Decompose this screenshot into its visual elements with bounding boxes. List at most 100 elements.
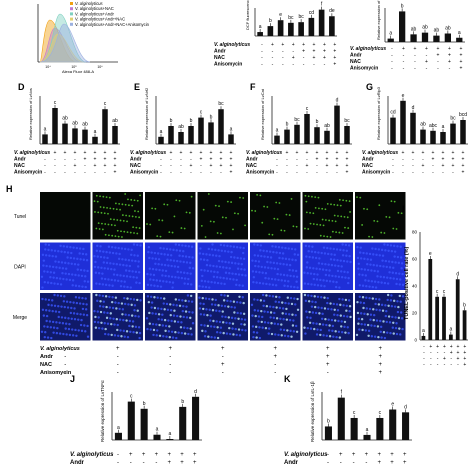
cell-nucleus [64,316,67,320]
dcf-treatment-sign: + [323,49,326,55]
cell-nucleus [280,279,283,282]
cell-nucleus [166,203,169,206]
cell-nucleus [101,272,104,275]
panel-D-treatment-sign: - [54,170,56,176]
cell-nucleus [374,302,377,306]
cell-nucleus [290,335,293,338]
cell-nucleus [334,330,337,333]
cell-nucleus [325,323,328,327]
panel-G-bar [410,112,416,144]
cell-nucleus [102,250,105,253]
cell-nucleus [162,280,165,283]
cell-nucleus [288,258,291,261]
dcf-treatment-sign: + [313,55,316,61]
cell-nucleus [313,272,316,276]
cell-nucleus [396,300,399,303]
panel-G-treatment-sign: - [452,170,454,176]
nrf2-treatment-sign: + [437,53,440,59]
cell-nucleus [387,315,391,318]
cell-nucleus [118,202,121,205]
panel-D-treatment-sign: + [114,170,117,176]
cell-nucleus [234,317,237,320]
cell-nucleus [180,276,184,280]
panel-I-bar [421,335,426,340]
cell-nucleus [77,274,80,277]
panel-D-treatment-sign: - [54,163,56,169]
dcf-treatment-sign: - [272,49,274,55]
cell-nucleus [363,268,367,271]
h-sign: + [273,346,277,352]
cell-nucleus [158,323,161,327]
nrf2-treatment-sign: + [425,46,428,52]
cell-nucleus [110,333,113,337]
cell-nucleus [154,207,157,210]
dcf-treatment-sign: + [333,42,336,48]
cell-nucleus [119,329,122,332]
cell-nucleus [73,307,76,310]
cell-nucleus [387,260,391,263]
cell-nucleus [376,220,379,223]
panel-I-tick-label: 80 [412,230,418,235]
image-row-label: Tunel [14,214,26,220]
cell-nucleus [287,302,290,305]
cell-nucleus [51,299,54,302]
cell-nucleus [71,284,74,287]
dcf-treatment-sign: + [333,62,336,68]
cell-nucleus [114,301,117,304]
cell-nucleus [208,264,212,267]
cell-nucleus [161,324,165,327]
micrograph-tunel [250,192,301,240]
cell-nucleus [139,299,142,302]
cell-nucleus [131,320,135,323]
nrf2-treatment-sign: + [460,46,463,52]
h-sign: + [378,370,382,376]
dcf-treatment-sign: + [313,49,316,55]
panel-G-bar [430,130,436,144]
cell-nucleus [84,285,87,289]
cell-nucleus [272,261,276,265]
nrf2-treatment-sign: - [414,66,416,72]
cell-nucleus [325,268,328,272]
cell-nucleus [69,245,72,249]
cell-nucleus [179,260,182,263]
h-sign: + [116,346,120,352]
cell-nucleus [366,208,369,211]
cell-nucleus [163,308,166,311]
cell-nucleus [136,254,139,257]
cell-nucleus [380,336,383,339]
cell-nucleus [75,334,78,338]
panel-label-H: H [6,184,13,194]
nrf2-treatment-sign: - [437,66,439,72]
cell-nucleus [315,278,319,281]
cell-nucleus [262,299,266,303]
dcf-panel-sig-letter: f [321,2,323,8]
cell-nucleus [316,284,320,287]
cell-nucleus [342,259,346,263]
flow-legend-entry: V. alginolyticus+Andr+NAC+Anisomycin [75,22,150,27]
cell-nucleus [210,335,213,339]
panel-E-bar [178,132,184,144]
cell-nucleus [258,326,261,329]
h-sign: - [64,354,66,360]
cell-nucleus [342,314,346,318]
cell-nucleus [227,305,230,308]
cell-nucleus [308,310,311,314]
cell-nucleus [239,257,243,260]
cell-nucleus [286,285,290,288]
cell-nucleus [208,253,211,257]
cell-nucleus [287,247,290,250]
cell-nucleus [227,261,230,264]
nrf2-panel-bar [410,34,417,42]
panel-K-bar [376,417,384,440]
cell-nucleus [325,279,329,283]
cell-nucleus [72,301,75,304]
panel-I-sign: + [429,344,432,350]
cell-nucleus [188,211,191,214]
panel-E-treatment-sign: + [220,163,223,169]
cell-nucleus [164,329,167,333]
cell-nucleus [221,315,224,318]
cell-nucleus [304,244,308,248]
cell-nucleus [254,259,257,263]
panel-E-treatment-sign: + [190,163,193,169]
